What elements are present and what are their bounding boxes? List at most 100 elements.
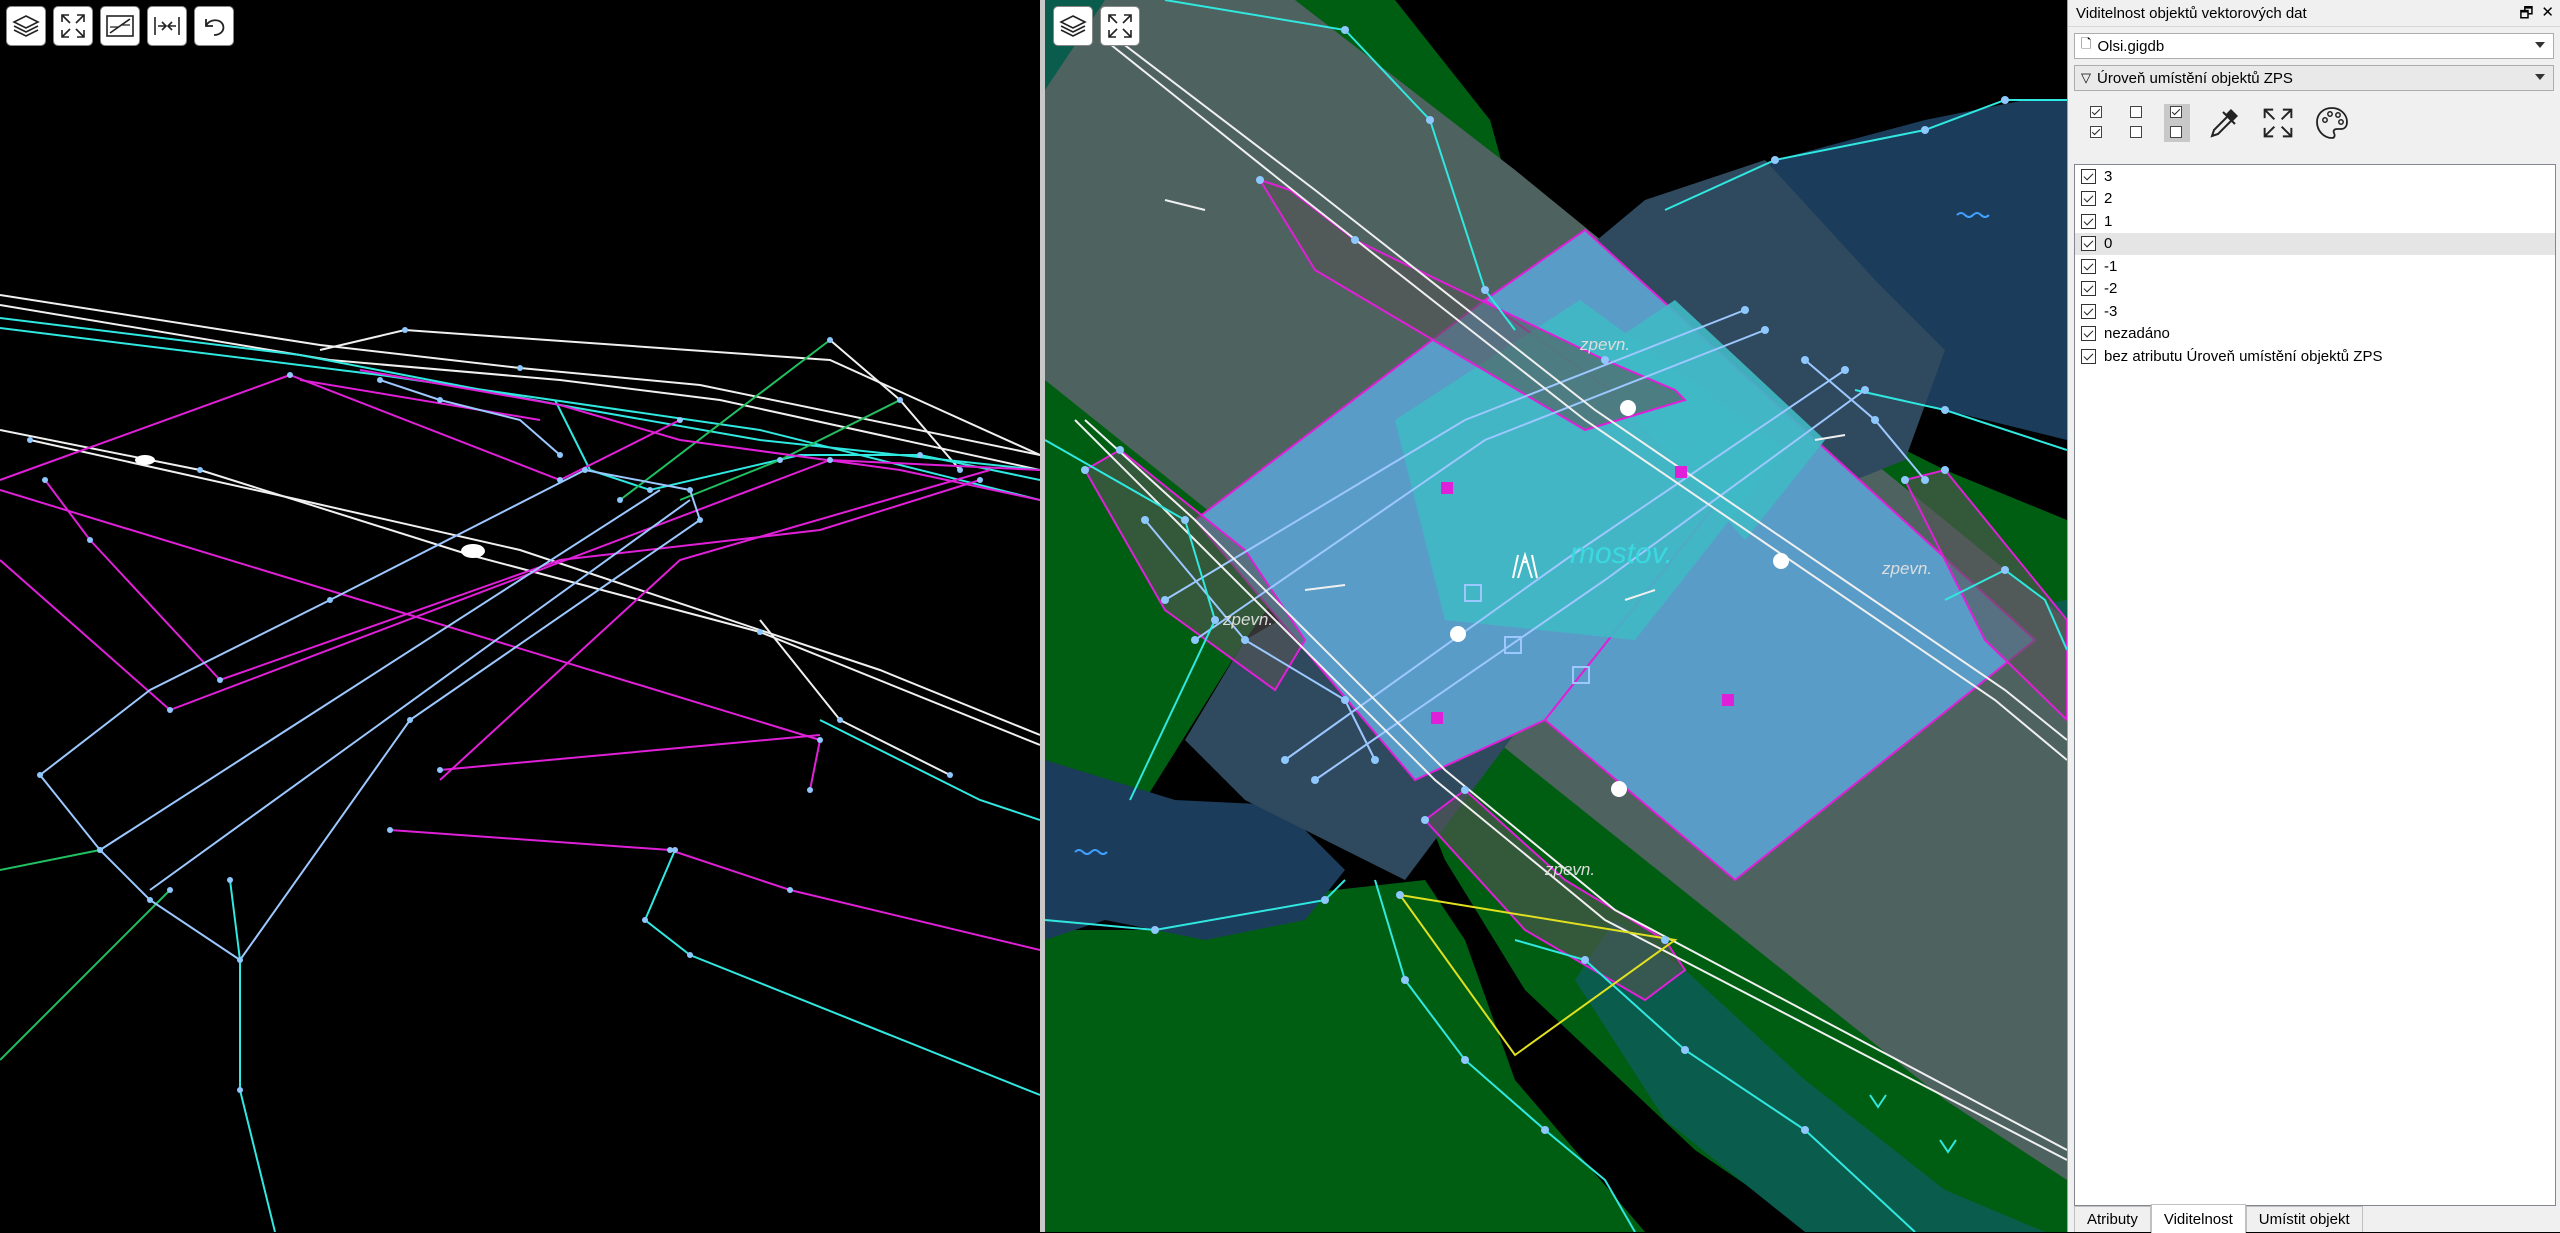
- green-line: [0, 889, 171, 1061]
- tab-visibility[interactable]: Viditelnost: [2150, 1204, 2246, 1233]
- layers-icon: [12, 15, 40, 37]
- magenta-line: [439, 469, 991, 781]
- checkbox[interactable]: [2081, 191, 2096, 207]
- filter-combo[interactable]: ▽ Úroveň umístění objektů ZPS: [2074, 65, 2554, 91]
- checkbox[interactable]: [2081, 213, 2096, 229]
- white-line: [1104, 29, 2067, 741]
- checkbox[interactable]: [2081, 236, 2096, 252]
- panel-title: Viditelnost objektů vektorových dat: [2076, 4, 2307, 22]
- layers-icon: [1059, 15, 1087, 37]
- collapse-view-icon: [154, 17, 180, 35]
- white-line: [1624, 589, 1656, 601]
- undo-button[interactable]: [194, 6, 234, 46]
- list-item-level-minus-1[interactable]: -1: [2075, 255, 2555, 278]
- fit-extent-button[interactable]: [2258, 103, 2298, 143]
- label-bridge: mostov.: [1570, 537, 1673, 570]
- map-view-2d[interactable]: mostov. zpevn. zpevn. zpevn. zpevn.: [1045, 0, 2067, 1232]
- vertex-points: [1081, 26, 2009, 1134]
- toggle-selected-button[interactable]: [2164, 104, 2190, 142]
- list-item-level-0[interactable]: 0: [2075, 232, 2555, 255]
- view-splitter[interactable]: [1040, 0, 1045, 1232]
- cyan-line: [0, 327, 1040, 501]
- layers-button[interactable]: [6, 6, 46, 46]
- cyan-line: [1374, 879, 1636, 1232]
- list-item-label: -2: [2104, 280, 2118, 298]
- blue-line: [1164, 309, 1746, 601]
- bridge-symbol: [1512, 551, 1538, 579]
- fit-extent-icon: [2263, 108, 2293, 138]
- magenta-line: [44, 479, 981, 682]
- checkbox[interactable]: [2081, 348, 2096, 364]
- blue-line: [39, 468, 702, 962]
- split-view-button[interactable]: [100, 6, 140, 46]
- float-icon[interactable]: 🗗: [2519, 5, 2534, 22]
- tab-place-object[interactable]: Umístit objekt: [2245, 1206, 2363, 1232]
- layers-button[interactable]: [1053, 6, 1093, 46]
- close-icon[interactable]: ✕: [2541, 4, 2554, 21]
- paved-area: [1257, 178, 1687, 432]
- cyan-line: [1045, 879, 1346, 932]
- list-item-level-minus-3[interactable]: -3: [2075, 300, 2555, 323]
- collapse-view-button[interactable]: [147, 6, 187, 46]
- fullscreen-button[interactable]: [1100, 6, 1140, 46]
- list-item-unset[interactable]: nezadáno: [2075, 323, 2555, 346]
- check-all-button[interactable]: [2084, 104, 2110, 142]
- checkbox[interactable]: [2081, 326, 2096, 342]
- magenta-line: [0, 373, 681, 482]
- magenta-symbols: [1431, 466, 1734, 724]
- list-item-label: 1: [2104, 212, 2113, 230]
- cyan-line: [0, 317, 1040, 471]
- uncheck-all-icon-part: [2130, 126, 2142, 138]
- point-symbol: [135, 455, 155, 465]
- map-view-3d[interactable]: [0, 0, 1040, 1232]
- blue-line: [1314, 389, 1866, 781]
- label-paved: zpevn.: [1544, 860, 1595, 879]
- checkbox[interactable]: [2081, 168, 2096, 184]
- white-line: [1074, 419, 2067, 1161]
- label-paved: zpevn.: [1222, 610, 1273, 629]
- check-all-icon-part: [2090, 126, 2102, 138]
- fullscreen-icon: [61, 14, 85, 38]
- paved-area: [1423, 788, 1687, 1002]
- cyan-line: [819, 719, 1040, 821]
- cyan-line: [239, 960, 276, 1232]
- bridge-center: [1585, 300, 1825, 540]
- list-item-label: 2: [2104, 190, 2113, 208]
- checkbox[interactable]: [2081, 303, 2096, 319]
- checkbox[interactable]: [2081, 281, 2096, 297]
- magenta-line: [0, 489, 822, 791]
- tab-attributes[interactable]: Atributy: [2074, 1206, 2151, 1232]
- undo-icon: [205, 19, 225, 36]
- paved-area: [1903, 468, 2067, 722]
- blue-line: [379, 379, 561, 456]
- green-line: [619, 339, 831, 501]
- list-item-no-attribute[interactable]: bez atributu Úroveň umístění objektů ZPS: [2075, 345, 2555, 368]
- list-item-level-1[interactable]: 1: [2075, 210, 2555, 233]
- fullscreen-button[interactable]: [53, 6, 93, 46]
- list-item-level-3[interactable]: 3: [2075, 165, 2555, 188]
- list-item-level-2[interactable]: 2: [2075, 188, 2555, 211]
- list-item-level-minus-2[interactable]: -2: [2075, 278, 2555, 301]
- water-symbol: [1074, 212, 1990, 855]
- checkbox[interactable]: [2081, 258, 2096, 274]
- white-line: [404, 329, 1040, 456]
- magenta-line: [0, 458, 1040, 712]
- point-symbol: [461, 544, 485, 558]
- palette-button[interactable]: [2312, 103, 2352, 143]
- white-line: [1164, 199, 1206, 211]
- list-item-label: nezadáno: [2104, 325, 2170, 343]
- eyedropper-button[interactable]: [2204, 103, 2244, 143]
- file-combo[interactable]: 🗋 Olsi.gigdb: [2074, 33, 2554, 59]
- list-item-label: 0: [2104, 235, 2113, 253]
- cyan-line: [229, 879, 241, 961]
- magenta-line: [359, 369, 1040, 501]
- white-line: [0, 304, 1040, 471]
- file-icon: 🗋: [2081, 36, 2092, 51]
- uncheck-all-button[interactable]: [2124, 104, 2150, 142]
- list-item-label: bez atributu Úroveň umístění objektů ZPS: [2104, 347, 2383, 365]
- cyan-line: [1944, 568, 2067, 651]
- cyan-line: [554, 399, 1040, 492]
- list-item-label: -3: [2104, 302, 2118, 320]
- magenta-line: [299, 379, 541, 421]
- white-line: [319, 329, 406, 351]
